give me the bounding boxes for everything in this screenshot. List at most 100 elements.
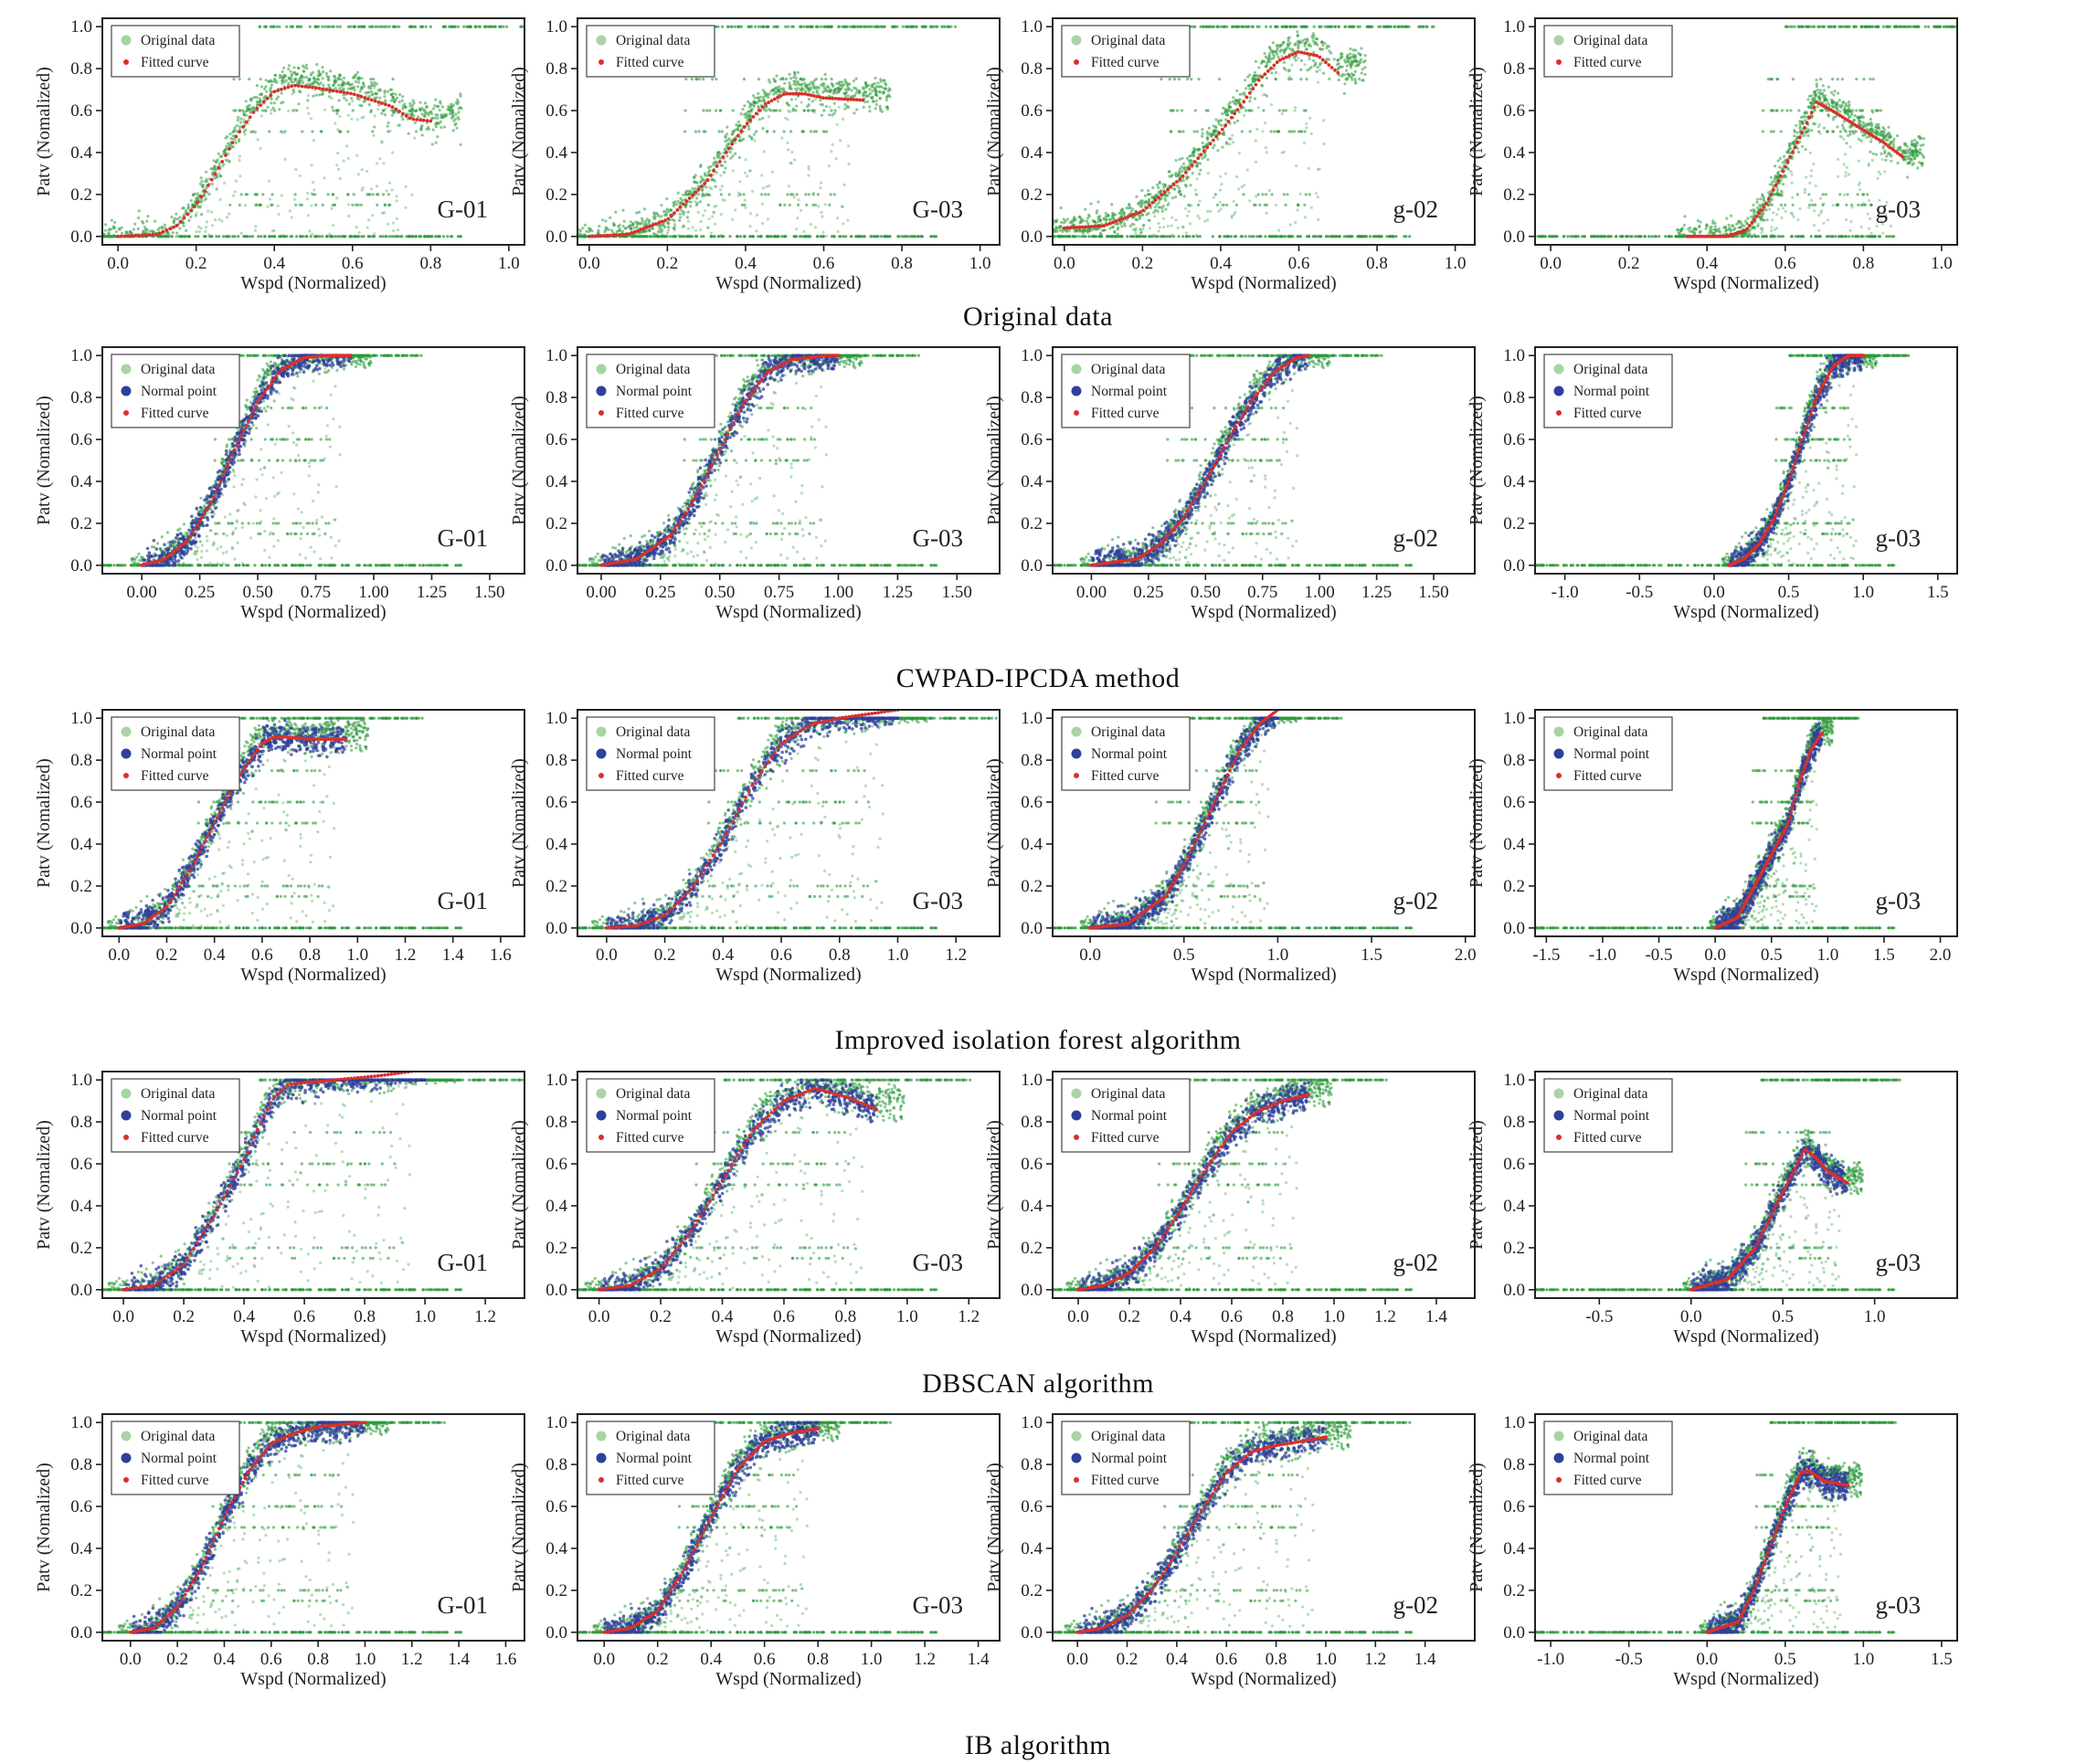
original-point (366, 235, 370, 238)
original-point (1172, 78, 1177, 81)
original-point (882, 25, 885, 28)
original-point (874, 102, 878, 107)
original-point (234, 141, 238, 144)
fitted-point (241, 125, 245, 129)
original-point (1263, 92, 1267, 97)
original-point (1228, 137, 1232, 141)
fitted-point (1306, 51, 1309, 56)
fitted-point (824, 96, 829, 100)
original-point (440, 125, 443, 130)
original-point (724, 139, 727, 143)
legend-label-fitted: Fitted curve (141, 55, 209, 70)
original-point (148, 229, 152, 233)
original-point (678, 202, 683, 206)
original-point (363, 25, 366, 28)
original-point (196, 206, 200, 209)
original-point (460, 107, 463, 111)
original-point (820, 113, 824, 117)
original-point (686, 219, 691, 223)
original-point (1063, 235, 1066, 238)
original-point (335, 25, 339, 28)
original-point (759, 25, 763, 28)
original-point (847, 144, 851, 148)
original-point (1404, 235, 1408, 238)
original-point (120, 226, 123, 229)
original-point (1280, 151, 1284, 154)
original-point (707, 217, 711, 221)
original-point (367, 90, 371, 94)
fitted-point (1293, 51, 1298, 56)
original-point (1275, 203, 1278, 206)
original-point (1329, 51, 1333, 55)
original-point (1905, 144, 1909, 148)
original-point (1781, 191, 1785, 195)
original-point (343, 235, 346, 238)
fitted-point (803, 92, 807, 96)
original-point (1840, 78, 1844, 81)
original-point (1234, 235, 1238, 238)
original-point (338, 87, 342, 90)
original-point (380, 111, 384, 115)
original-point (334, 235, 337, 238)
original-point (1361, 68, 1364, 71)
original-point (1184, 231, 1188, 235)
original-point (270, 109, 273, 112)
fitted-point (390, 105, 395, 109)
original-point (346, 81, 350, 85)
original-point (1300, 130, 1304, 133)
original-point (294, 73, 298, 77)
original-point (454, 121, 458, 125)
original-point (1266, 62, 1269, 66)
original-point (322, 83, 325, 87)
original-point (632, 226, 637, 229)
original-point (372, 133, 376, 137)
original-point (349, 25, 353, 28)
original-point (387, 130, 390, 133)
original-point (198, 206, 202, 209)
original-point (759, 235, 763, 238)
original-point (662, 224, 666, 228)
original-point (767, 108, 771, 111)
original-point (1968, 26, 1971, 28)
original-point (170, 235, 174, 238)
fitted-point (168, 227, 173, 231)
original-point (1202, 145, 1205, 149)
original-point (1355, 59, 1359, 63)
original-point (1905, 154, 1909, 158)
original-point (1339, 57, 1343, 60)
original-point (1766, 78, 1770, 81)
x-axis-title: Wspd (Normalized) (715, 273, 861, 293)
original-point (1206, 109, 1210, 112)
original-point (309, 117, 312, 121)
original-point (330, 97, 334, 100)
fitted-point (1065, 226, 1070, 230)
original-point (1362, 235, 1367, 238)
original-point (1323, 41, 1327, 45)
original-point (1142, 224, 1146, 227)
fitted-point (209, 177, 214, 182)
original-point (118, 227, 122, 230)
fitted-point (1287, 54, 1291, 58)
original-point (1877, 127, 1880, 131)
original-point (712, 211, 715, 215)
fitted-point (648, 224, 652, 228)
original-point (395, 195, 398, 198)
original-point (348, 235, 352, 238)
original-point (1317, 235, 1320, 238)
original-point (312, 77, 315, 80)
original-point (1294, 58, 1298, 62)
original-point (526, 26, 529, 28)
original-point (1288, 41, 1292, 46)
original-point (1269, 130, 1273, 133)
original-point (335, 196, 339, 200)
original-point (811, 203, 815, 206)
fitted-point (421, 118, 426, 122)
original-point (768, 184, 771, 188)
original-point (767, 235, 771, 238)
original-point (724, 135, 727, 140)
original-point (1238, 92, 1242, 96)
original-point (312, 181, 315, 185)
original-point (1184, 206, 1188, 210)
original-point (719, 213, 723, 217)
fitted-point (122, 234, 127, 238)
